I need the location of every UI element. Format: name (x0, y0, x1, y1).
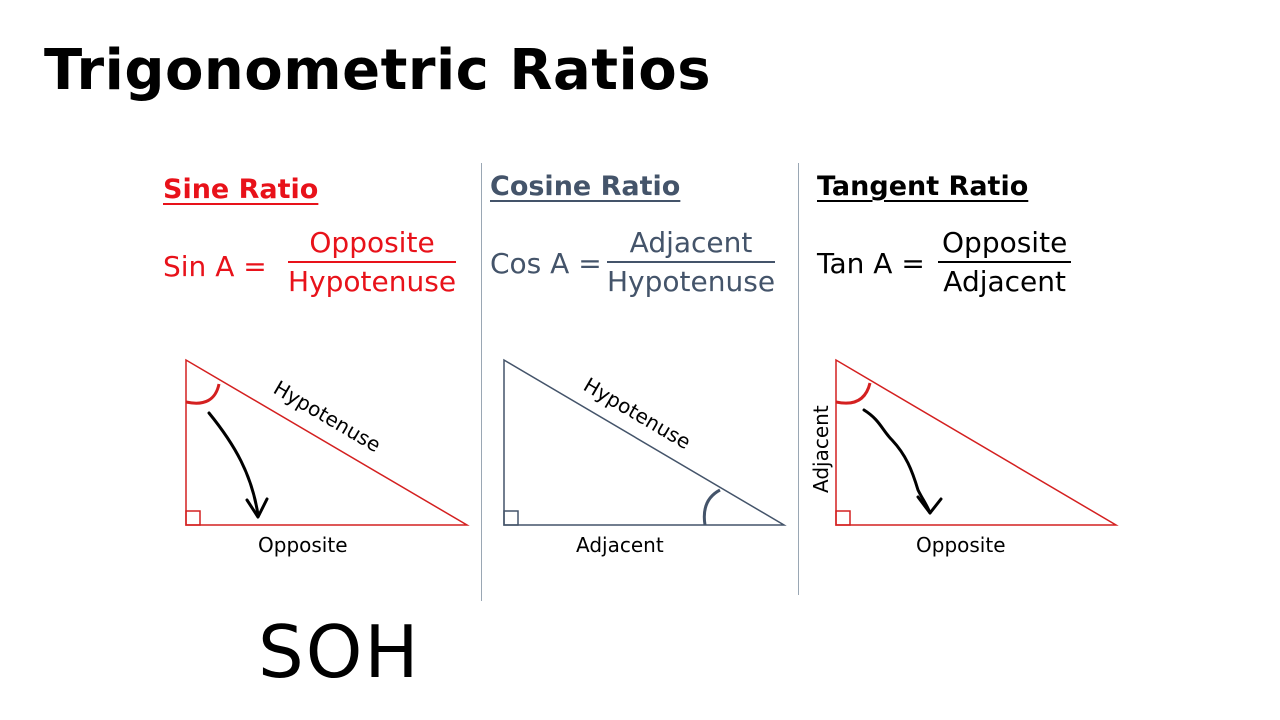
tangent-arrow (862, 408, 932, 515)
divider-right (798, 163, 799, 595)
divider-left (481, 163, 482, 601)
cosine-triangle-outline (503, 358, 787, 526)
sine-lhs: Sin A = (163, 250, 267, 283)
cosine-triangle: Hypotenuse Adjacent (503, 358, 787, 557)
sine-arrow (207, 411, 260, 517)
sine-denominator: Hypotenuse (288, 265, 457, 298)
cosine-fraction-bar (607, 261, 776, 263)
cosine-adjacent-label: Adjacent (576, 533, 664, 557)
sine-triangle: Hypotenuse Opposite (185, 358, 470, 557)
cosine-heading: Cosine Ratio (490, 171, 681, 202)
cosine-angle-arc (702, 488, 721, 526)
sine-heading: Sine Ratio (163, 174, 319, 205)
cosine-numerator: Adjacent (629, 226, 753, 259)
tangent-lhs: Tan A = (817, 247, 925, 280)
page-title: Trigonometric Ratios (44, 38, 712, 103)
tangent-fraction: Opposite Adjacent (938, 226, 1072, 298)
cosine-lhs: Cos A = (490, 247, 602, 280)
tangent-triangle-outline (835, 358, 1119, 526)
sine-hypotenuse-label: Hypotenuse (269, 376, 385, 457)
sine-angle-arc (185, 383, 221, 405)
tangent-denominator: Adjacent (943, 265, 1066, 298)
sine-opposite-label: Opposite (258, 533, 348, 557)
mnemonic-soh: SOH (258, 610, 421, 694)
tangent-numerator: Opposite (942, 226, 1068, 259)
cosine-hypotenuse-label: Hypotenuse (579, 373, 695, 454)
cosine-right-angle-marker (503, 510, 519, 526)
cosine-fraction: Adjacent Hypotenuse (607, 226, 776, 298)
cosine-denominator: Hypotenuse (607, 265, 776, 298)
tangent-angle-arc (835, 382, 872, 405)
tangent-right-angle-marker (835, 510, 851, 526)
sine-arrowhead (245, 497, 269, 519)
sine-fraction-bar (288, 261, 457, 263)
sine-right-angle-marker (185, 510, 201, 526)
sine-fraction: Opposite Hypotenuse (288, 226, 457, 298)
tangent-adjacent-label: Adjacent (809, 405, 833, 493)
tangent-triangle: Adjacent Opposite (809, 358, 1119, 557)
tangent-heading: Tangent Ratio (817, 171, 1029, 202)
sine-numerator: Opposite (309, 226, 435, 259)
tangent-opposite-label: Opposite (916, 533, 1006, 557)
sine-triangle-outline (185, 358, 470, 526)
tangent-arrowhead (916, 495, 943, 515)
tangent-fraction-bar (938, 261, 1072, 263)
